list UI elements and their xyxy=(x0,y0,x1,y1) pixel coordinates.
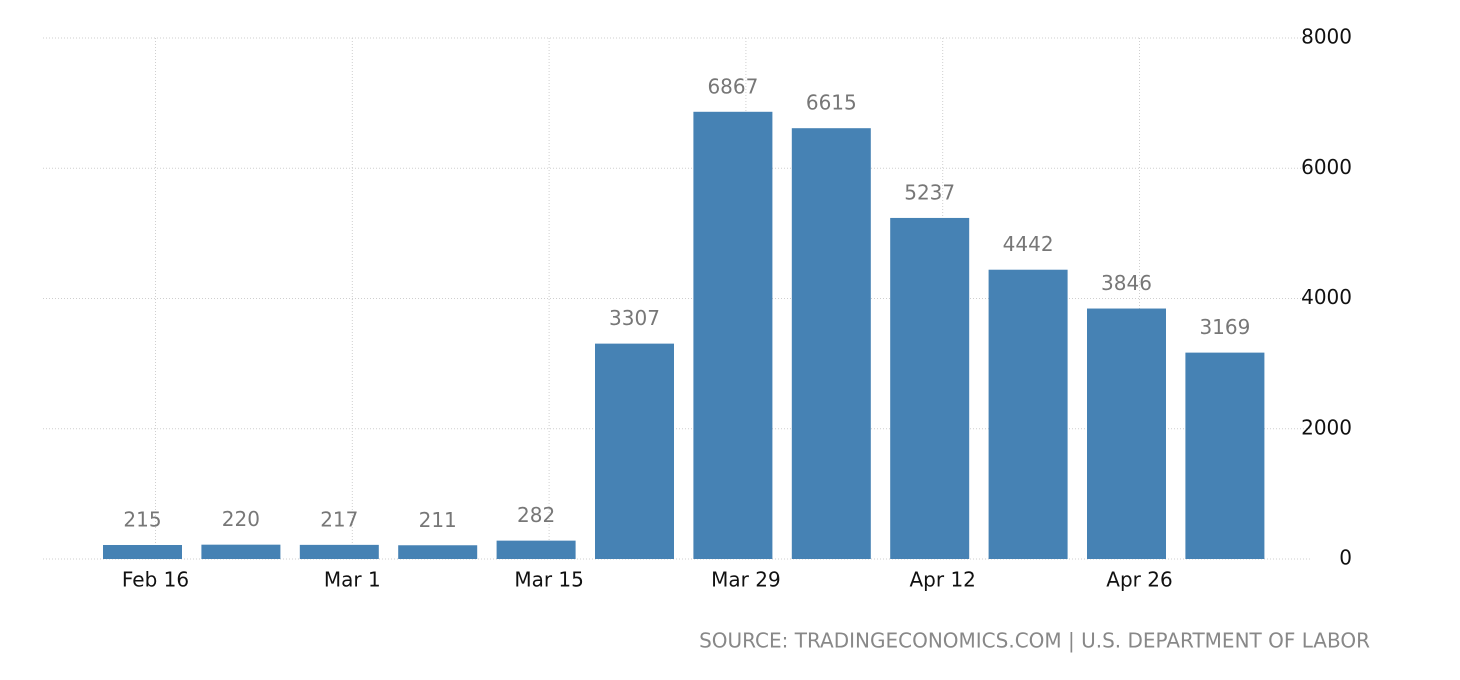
bar xyxy=(791,128,871,559)
y-tick-label: 6000 xyxy=(1301,155,1352,179)
bar xyxy=(595,343,674,559)
x-tick-label: Apr 26 xyxy=(1106,568,1172,592)
value-label: 211 xyxy=(419,508,457,532)
bar xyxy=(103,544,182,559)
value-label: 220 xyxy=(222,507,260,531)
value-label: 282 xyxy=(517,503,555,527)
bar xyxy=(496,540,576,559)
x-tick-label: Mar 15 xyxy=(514,568,584,592)
bar xyxy=(201,544,281,559)
bar xyxy=(890,217,970,559)
value-label: 215 xyxy=(123,507,161,531)
value-label: 4442 xyxy=(1003,232,1054,256)
value-label: 6867 xyxy=(707,74,758,98)
value-label: 217 xyxy=(320,507,358,531)
bar xyxy=(299,544,379,559)
value-label: 3307 xyxy=(609,306,660,330)
x-tick-label: Mar 1 xyxy=(324,568,381,592)
bar xyxy=(988,269,1068,559)
x-tick-label: Mar 29 xyxy=(711,568,781,592)
x-tick-label: Feb 16 xyxy=(122,568,189,592)
source: SOURCE: TRADINGECONOMICS.COM | U.S. DEPA… xyxy=(699,629,1370,653)
y-tick-label: 4000 xyxy=(1301,285,1352,309)
bar xyxy=(1185,352,1265,559)
y-tick-label: 8000 xyxy=(1301,25,1352,49)
value-label: 3846 xyxy=(1101,271,1152,295)
y-tick-label: 2000 xyxy=(1301,415,1352,439)
bar xyxy=(398,545,478,559)
x-tick-label: Apr 12 xyxy=(909,568,975,592)
value-label: 6615 xyxy=(806,91,857,115)
value-label: 3169 xyxy=(1199,315,1250,339)
bar xyxy=(1087,308,1166,559)
y-tick-label: 0 xyxy=(1339,546,1352,570)
bar xyxy=(693,111,773,560)
value-label: 5237 xyxy=(904,180,955,204)
